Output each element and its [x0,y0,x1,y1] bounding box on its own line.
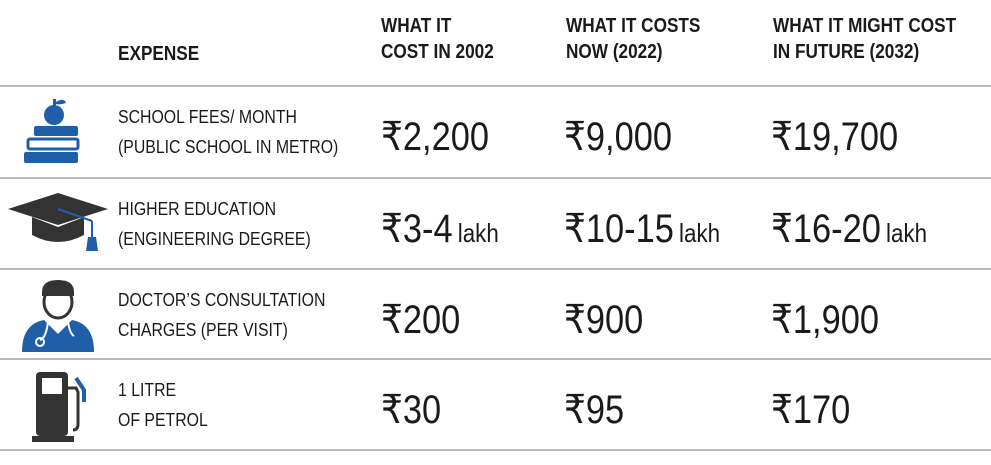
value-amount: ₹16-20 [771,207,881,251]
header-2002-line2: COST IN 2002 [381,41,494,63]
value-amount: ₹95 [564,388,625,432]
value-2032: ₹16-20 lakh [771,207,927,255]
value-2032: ₹1,900 [771,298,879,342]
value-amount: ₹170 [771,388,851,432]
label-line1: SCHOOL FEES/ MONTH [118,107,297,127]
value-2002: ₹2,200 [381,115,489,159]
value-2002: ₹30 [381,388,441,432]
row-divider [0,358,991,360]
books-apple-icon [24,99,80,163]
label-line2: (ENGINEERING DEGREE) [118,229,311,249]
header-2002-line1: WHAT IT [381,15,452,37]
value-amount: ₹19,700 [771,115,899,159]
table-row: HIGHER EDUCATION (ENGINEERING DEGREE) ₹3… [0,179,991,267]
row-divider [0,85,991,87]
label-line1: DOCTOR’S CONSULTATION [118,290,326,310]
value-unit: lakh [457,218,499,248]
value-2032: ₹170 [771,388,850,432]
value-amount: ₹10-15 [564,207,674,251]
label-line1: 1 LITRE [118,380,177,400]
row-divider [0,268,991,270]
value-2022: ₹9,000 [564,115,672,159]
header-2032-line1: WHAT IT MIGHT COST [773,15,957,37]
value-2002: ₹3-4 lakh [381,207,499,255]
header-2022-line1: WHAT IT COSTS [566,15,701,37]
header-2022-line2: NOW (2022) [566,41,663,63]
header-2032-line2: IN FUTURE (2032) [773,41,920,63]
row-divider [0,449,991,451]
value-2032: ₹19,700 [771,115,898,159]
value-amount: ₹900 [564,298,644,342]
value-unit: lakh [886,218,928,248]
value-amount: ₹1,900 [771,298,879,342]
table-row: DOCTOR’S CONSULTATION CHARGES (PER VISIT… [0,270,991,358]
label-line2: (PUBLIC SCHOOL IN METRO) [118,137,339,157]
label-line2: OF PETROL [118,410,208,430]
value-2022: ₹900 [564,298,643,342]
value-2022: ₹10-15 lakh [564,207,720,255]
row-divider [0,177,991,179]
value-amount: ₹200 [381,298,461,342]
label-line2: CHARGES (PER VISIT) [118,320,288,340]
doctor-icon [22,280,94,352]
table-row: SCHOOL FEES/ MONTH (PUBLIC SCHOOL IN MET… [0,87,991,175]
value-amount: ₹3-4 [381,207,453,251]
value-amount: ₹2,200 [381,115,489,159]
value-2022: ₹95 [564,388,624,432]
graduation-cap-icon [8,193,108,251]
value-amount: ₹9,000 [564,115,672,159]
label-line1: HIGHER EDUCATION [118,199,277,219]
header-expense: EXPENSE [118,43,200,65]
table-row: 1 LITRE OF PETROL ₹30 ₹95 ₹170 [0,360,991,448]
value-unit: lakh [679,218,721,248]
fuel-pump-icon [32,372,86,442]
value-amount: ₹30 [381,388,442,432]
value-2002: ₹200 [381,298,460,342]
